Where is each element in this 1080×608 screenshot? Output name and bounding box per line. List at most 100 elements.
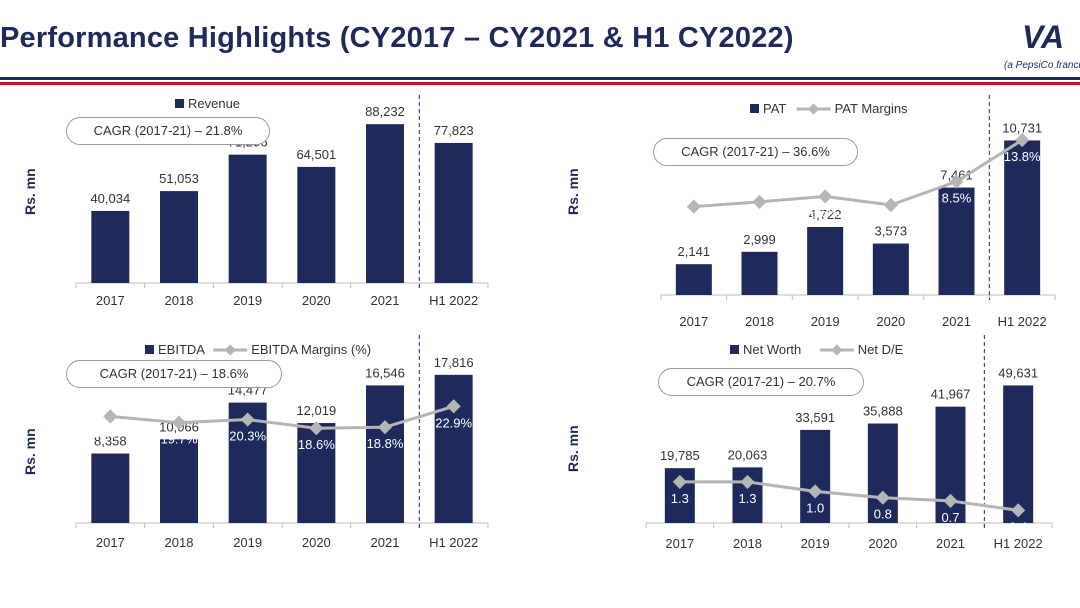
revenue-category-label: 2021 xyxy=(371,293,400,308)
networth-line-series xyxy=(679,480,1019,512)
networth-category-label: 2017 xyxy=(665,536,694,551)
networth-line-value-label: 1.3 xyxy=(671,491,689,506)
pat-category-label: H1 2022 xyxy=(998,314,1047,329)
page-title: Performance Highlights (CY2017 – CY2021 … xyxy=(0,22,794,54)
networth-cagr-badge: CAGR (2017-21) – 20.7% xyxy=(658,368,864,396)
pat-line-value-label: 5.9% xyxy=(745,211,775,226)
networth-line-point xyxy=(740,474,755,489)
networth-category-label: 2020 xyxy=(868,536,897,551)
logo-text: VA xyxy=(1022,19,1064,54)
revenue-bar-value-label: 77,823 xyxy=(434,123,474,138)
pat-category-label: 2018 xyxy=(745,314,774,329)
networth-legend-bar-swatch xyxy=(730,345,739,354)
pat-chart: 2,1412,9994,7223,5737,46110,731201720182… xyxy=(660,95,1056,329)
header-rule-red xyxy=(0,82,1080,85)
networth-bar xyxy=(1003,385,1034,523)
ebitda-line-point xyxy=(446,399,461,414)
networth-line-value-label: 1.3 xyxy=(738,491,756,506)
revenue-bar xyxy=(91,210,130,283)
ebitda-bar xyxy=(297,423,336,523)
ebitda-bar-value-label: 17,816 xyxy=(434,355,474,370)
ebitda-line-value-label: 20.9% xyxy=(92,425,129,440)
networth-line-point xyxy=(943,493,958,508)
ebitda-bar-value-label: 8,358 xyxy=(94,433,127,448)
networth-legend-line-label: Net D/E xyxy=(858,342,904,357)
pat-bar xyxy=(807,227,844,295)
pat-category-label: 2019 xyxy=(811,314,840,329)
revenue-bar-value-label: 88,232 xyxy=(365,104,405,119)
pat-line-value-label: 5.3% xyxy=(679,216,709,231)
ebitda-bar xyxy=(160,439,198,523)
logo-tagline: (a PepsiCo franch xyxy=(1004,60,1080,71)
ebitda-line-value-label: 22.9% xyxy=(435,415,472,430)
revenue-bar-value-label: 40,034 xyxy=(90,191,130,206)
pat-line-point xyxy=(883,197,898,213)
networth-bar-value-label: 41,967 xyxy=(931,387,971,402)
ebitda-bar-value-label: 16,546 xyxy=(365,365,405,380)
pat-bar xyxy=(741,251,778,295)
ebitda-chart: 8,35810,06614,47712,01916,54617,81620172… xyxy=(75,335,489,550)
company-logo: VA xyxy=(1022,19,1064,54)
revenue-bar xyxy=(228,154,267,283)
networth-bar-value-label: 20,063 xyxy=(728,447,768,462)
pat-line-value-label: 8.5% xyxy=(942,191,972,206)
networth-category-label: H1 2022 xyxy=(994,536,1043,551)
networth-y-axis-title: Rs. mn xyxy=(565,425,581,472)
header-rule-blue xyxy=(0,77,1080,80)
revenue-bar-value-label: 64,501 xyxy=(296,147,336,162)
pat-bar-value-label: 2,999 xyxy=(743,232,776,247)
ebitda-line-value-label: 18.6% xyxy=(298,437,335,452)
revenue-bar xyxy=(366,124,404,283)
pat-line-series xyxy=(693,138,1023,209)
networth-line-value-label: 0.4 xyxy=(1009,519,1027,534)
pat-bar-value-label: 4,722 xyxy=(809,207,842,222)
pat-legend-line-label: PAT Margins xyxy=(835,101,908,116)
networth-line-value-label: 1.0 xyxy=(806,500,824,515)
pat-category-label: 2021 xyxy=(942,314,971,329)
pat-legend-bar-label: PAT xyxy=(763,101,786,116)
networth-bar-value-label: 19,785 xyxy=(660,448,700,463)
ebitda-category-label: 2021 xyxy=(371,535,400,550)
ebitda-category-label: 2017 xyxy=(96,535,125,550)
ebitda-category-label: 2018 xyxy=(165,535,194,550)
revenue-bar-value-label: 51,053 xyxy=(159,171,199,186)
ebitda-legend-line-label: EBITDA Margins (%) xyxy=(251,342,371,357)
pat-cagr-badge: CAGR (2017-21) – 36.6% xyxy=(653,138,858,166)
networth-bar-value-label: 33,591 xyxy=(795,410,835,425)
ebitda-line-value-label: 18.8% xyxy=(367,436,404,451)
revenue-legend-bar-swatch xyxy=(175,99,184,108)
revenue-category-label: 2020 xyxy=(302,293,331,308)
pat-bar-value-label: 3,573 xyxy=(875,224,908,239)
ebitda-line-point xyxy=(377,420,393,435)
revenue-bar xyxy=(297,166,336,283)
pat-bar-value-label: 2,141 xyxy=(678,244,711,259)
ebitda-bar xyxy=(366,385,404,523)
ebitda-cagr-badge: CAGR (2017-21) – 18.6% xyxy=(66,360,282,388)
revenue-y-axis-title: Rs. mn xyxy=(22,168,38,215)
pat-line-point xyxy=(818,189,833,204)
pat-line-point xyxy=(686,199,701,214)
networth-bar-value-label: 35,888 xyxy=(863,404,903,419)
pat-y-axis-title: Rs. mn xyxy=(565,168,581,215)
networth-bar xyxy=(867,423,898,523)
ebitda-y-axis-title: Rs. mn xyxy=(22,428,38,475)
networth-line-point xyxy=(808,484,823,499)
networth-line-value-label: 0.8 xyxy=(874,507,892,522)
ebitda-line-value-label: 20.3% xyxy=(229,429,266,444)
ebitda-bar xyxy=(434,374,473,523)
ebitda-line-series xyxy=(110,404,455,430)
pat-bar xyxy=(872,243,909,295)
pat-bar-value-label: 10,731 xyxy=(1002,120,1042,135)
networth-legend-bar-label: Net Worth xyxy=(743,342,801,357)
ebitda-category-label: H1 2022 xyxy=(429,535,478,550)
revenue-bar xyxy=(160,191,198,283)
ebitda-category-label: 2020 xyxy=(302,535,331,550)
ebitda-bar xyxy=(91,453,130,523)
revenue-chart: 40,03451,05371,29664,50188,23277,8232017… xyxy=(75,95,489,308)
pat-category-label: 2017 xyxy=(679,314,708,329)
ebitda-legend-line-marker xyxy=(224,344,236,356)
pat-line-value-label: 5.5% xyxy=(876,214,906,229)
pat-bar xyxy=(938,187,975,295)
networth-line-value-label: 0.7 xyxy=(941,510,959,525)
revenue-bar xyxy=(434,142,473,283)
